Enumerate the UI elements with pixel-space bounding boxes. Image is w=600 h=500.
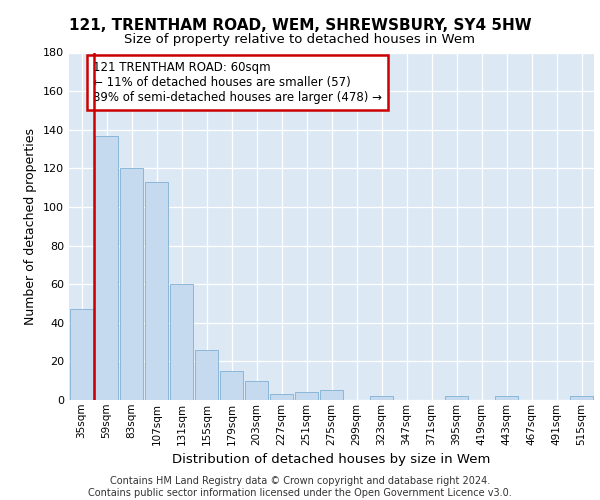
Text: Size of property relative to detached houses in Wem: Size of property relative to detached ho…	[125, 32, 476, 46]
Bar	[145, 182, 169, 400]
Bar	[245, 380, 268, 400]
Bar	[119, 168, 143, 400]
Bar	[320, 390, 343, 400]
Bar	[295, 392, 319, 400]
Bar	[370, 396, 394, 400]
Bar	[95, 136, 118, 400]
Bar	[220, 371, 244, 400]
Bar	[494, 396, 518, 400]
Bar	[445, 396, 469, 400]
Bar	[569, 396, 593, 400]
Bar	[194, 350, 218, 400]
Bar	[70, 310, 94, 400]
Text: Contains HM Land Registry data © Crown copyright and database right 2024.
Contai: Contains HM Land Registry data © Crown c…	[88, 476, 512, 498]
Y-axis label: Number of detached properties: Number of detached properties	[25, 128, 37, 325]
Text: 121, TRENTHAM ROAD, WEM, SHREWSBURY, SY4 5HW: 121, TRENTHAM ROAD, WEM, SHREWSBURY, SY4…	[68, 18, 532, 32]
Text: 121 TRENTHAM ROAD: 60sqm
← 11% of detached houses are smaller (57)
89% of semi-d: 121 TRENTHAM ROAD: 60sqm ← 11% of detach…	[92, 61, 382, 104]
X-axis label: Distribution of detached houses by size in Wem: Distribution of detached houses by size …	[172, 453, 491, 466]
Bar	[269, 394, 293, 400]
Bar	[170, 284, 193, 400]
